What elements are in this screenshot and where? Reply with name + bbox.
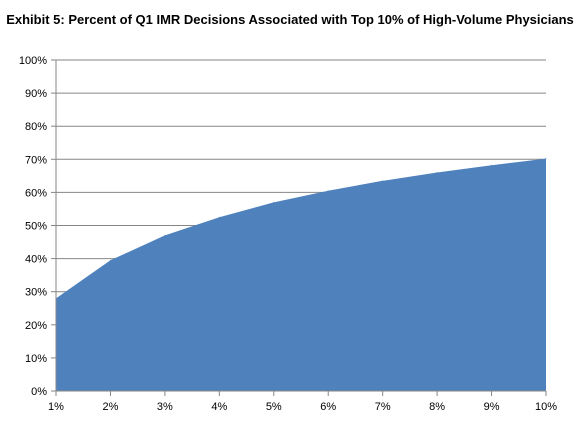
area-point <box>436 172 438 174</box>
x-tick-label: 6% <box>320 401 336 413</box>
area-point <box>382 180 384 182</box>
y-tick-label: 10% <box>25 353 47 365</box>
x-tick-label: 5% <box>266 401 282 413</box>
area-point <box>218 216 220 218</box>
area-series <box>56 158 546 391</box>
x-tick-label: 3% <box>157 401 173 413</box>
y-tick-label: 90% <box>25 88 47 100</box>
area-point <box>491 164 493 166</box>
y-tick-label: 80% <box>25 121 47 133</box>
y-tick-label: 20% <box>25 320 47 332</box>
y-tick-label: 50% <box>25 221 47 233</box>
x-tick-label: 10% <box>535 401 557 413</box>
x-tick-label: 1% <box>48 401 64 413</box>
y-tick-label: 70% <box>25 154 47 166</box>
y-tick-label: 0% <box>31 386 47 398</box>
y-tick-label: 30% <box>25 287 47 299</box>
x-tick-label: 8% <box>429 401 445 413</box>
x-tick-label: 7% <box>375 401 391 413</box>
area-point <box>545 158 547 160</box>
x-tick-label: 9% <box>484 401 500 413</box>
area-point <box>109 259 111 261</box>
y-tick-label: 40% <box>25 254 47 266</box>
x-tick-label: 4% <box>211 401 227 413</box>
x-tick-label: 2% <box>102 401 118 413</box>
area-point <box>327 190 329 192</box>
y-tick-label: 100% <box>19 55 47 67</box>
area-point <box>164 234 166 236</box>
y-tick-label: 60% <box>25 187 47 199</box>
area-point <box>273 201 275 203</box>
chart-title: Exhibit 5: Percent of Q1 IMR Decisions A… <box>6 12 574 27</box>
